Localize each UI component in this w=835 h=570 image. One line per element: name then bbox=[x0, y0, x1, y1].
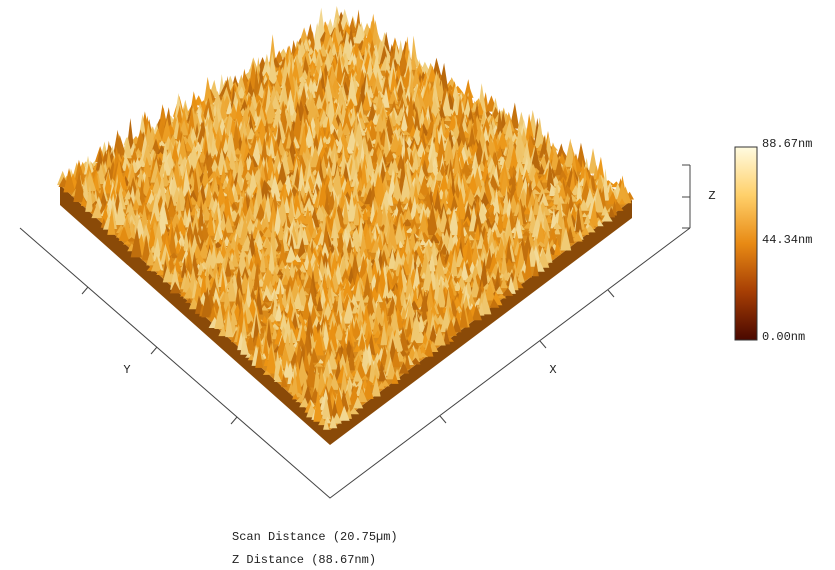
y-tick bbox=[151, 347, 157, 354]
x-tick bbox=[608, 290, 614, 297]
z-axis-label: Z bbox=[708, 189, 715, 203]
z-distance: Z Distance (88.67nm) bbox=[232, 553, 376, 567]
surface-render bbox=[57, 6, 634, 445]
y-tick bbox=[82, 287, 88, 294]
x-tick bbox=[440, 416, 446, 423]
x-axis-label: X bbox=[549, 363, 556, 377]
color-scale-min: 0.00nm bbox=[762, 330, 805, 344]
color-bar bbox=[735, 147, 757, 340]
x-tick bbox=[540, 341, 546, 348]
afm-figure: Y X Z 88.67nm 44.34nm 0.00nm Scan Distan… bbox=[0, 0, 835, 570]
color-scale-mid: 44.34nm bbox=[762, 233, 812, 247]
color-scale-max: 88.67nm bbox=[762, 137, 812, 151]
y-axis-label: Y bbox=[123, 363, 130, 377]
scan-distance: Scan Distance (20.75µm) bbox=[232, 530, 398, 544]
y-tick bbox=[231, 417, 237, 424]
